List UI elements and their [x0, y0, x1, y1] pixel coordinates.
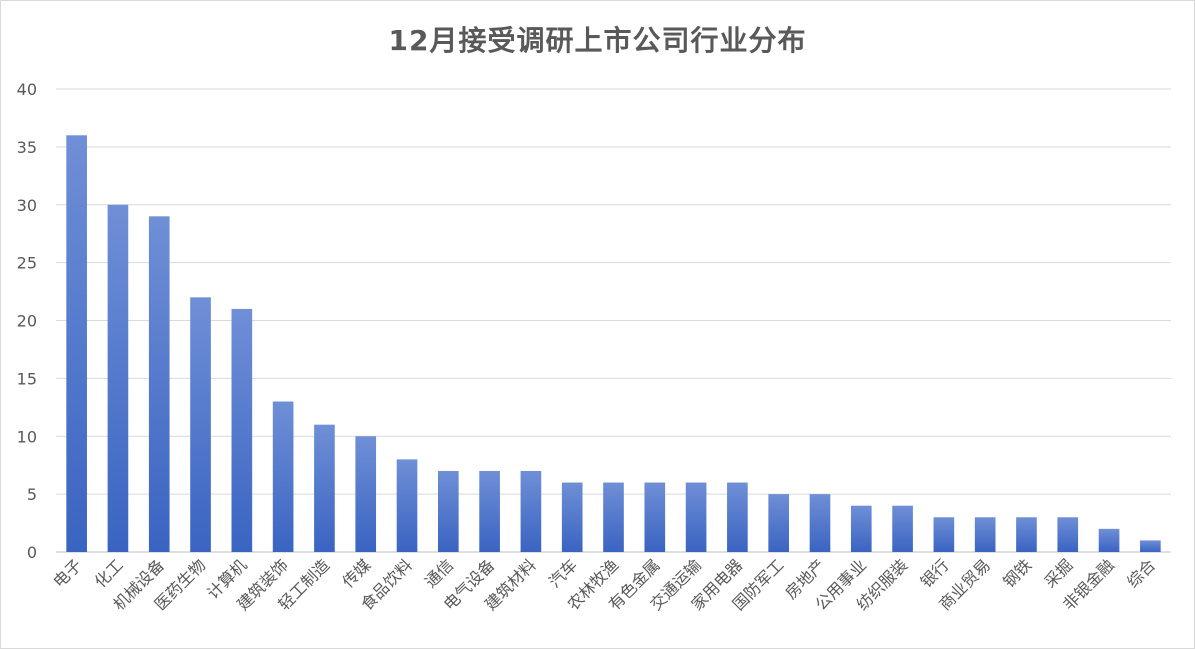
bar [892, 505, 913, 552]
bar [107, 204, 129, 552]
bar [603, 482, 624, 552]
x-category-label: 综合 [1123, 555, 1159, 591]
x-category-label: 通信 [421, 555, 457, 591]
y-axis-tick-labels: 0 5 10 15 20 25 30 35 40 [17, 80, 37, 562]
bar [685, 482, 707, 552]
y-tick-label: 30 [17, 196, 37, 215]
bar [1140, 540, 1161, 552]
y-tick-label: 25 [17, 254, 37, 273]
bar [190, 297, 211, 552]
x-axis-category-labels: 电子 化工机械设备医药生物计算机建筑装饰轻工制造 传媒食品饮料 通信电气设备建筑材料汽… [49, 555, 1159, 614]
bar [148, 216, 170, 552]
bar [396, 459, 418, 552]
chart-title: 12月接受调研上市公司行业分布 [388, 24, 807, 57]
bars [66, 135, 1161, 553]
y-tick-label: 15 [17, 369, 37, 388]
bar [1057, 517, 1079, 552]
x-category-label: 电子 [49, 555, 85, 591]
bar [1098, 528, 1120, 552]
bar [437, 470, 459, 552]
bar [933, 517, 955, 552]
x-category-label: 化工 [91, 555, 127, 591]
bar [479, 470, 500, 552]
bar [809, 494, 831, 552]
bar [520, 470, 542, 552]
x-category-label: 汽车 [545, 555, 581, 591]
bar [272, 401, 294, 552]
bar [561, 482, 583, 552]
y-tick-label: 10 [17, 427, 37, 446]
bar [355, 436, 377, 552]
bar [768, 494, 790, 552]
x-category-label: 传媒 [338, 555, 374, 591]
y-tick-label: 0 [27, 543, 37, 562]
y-tick-label: 40 [17, 80, 37, 99]
bar [727, 482, 748, 552]
x-category-label: 银行 [917, 555, 953, 591]
bar [1016, 517, 1037, 552]
y-tick-label: 20 [17, 312, 37, 331]
bar [66, 135, 87, 553]
x-category-label: 采掘 [1041, 555, 1077, 591]
y-tick-label: 5 [27, 485, 37, 504]
bar [974, 517, 996, 552]
bar [314, 424, 335, 552]
x-category-label: 钢铁 [999, 555, 1035, 591]
bar [644, 482, 666, 552]
y-tick-label: 35 [17, 138, 37, 157]
bar [231, 308, 253, 552]
bar [850, 505, 872, 552]
